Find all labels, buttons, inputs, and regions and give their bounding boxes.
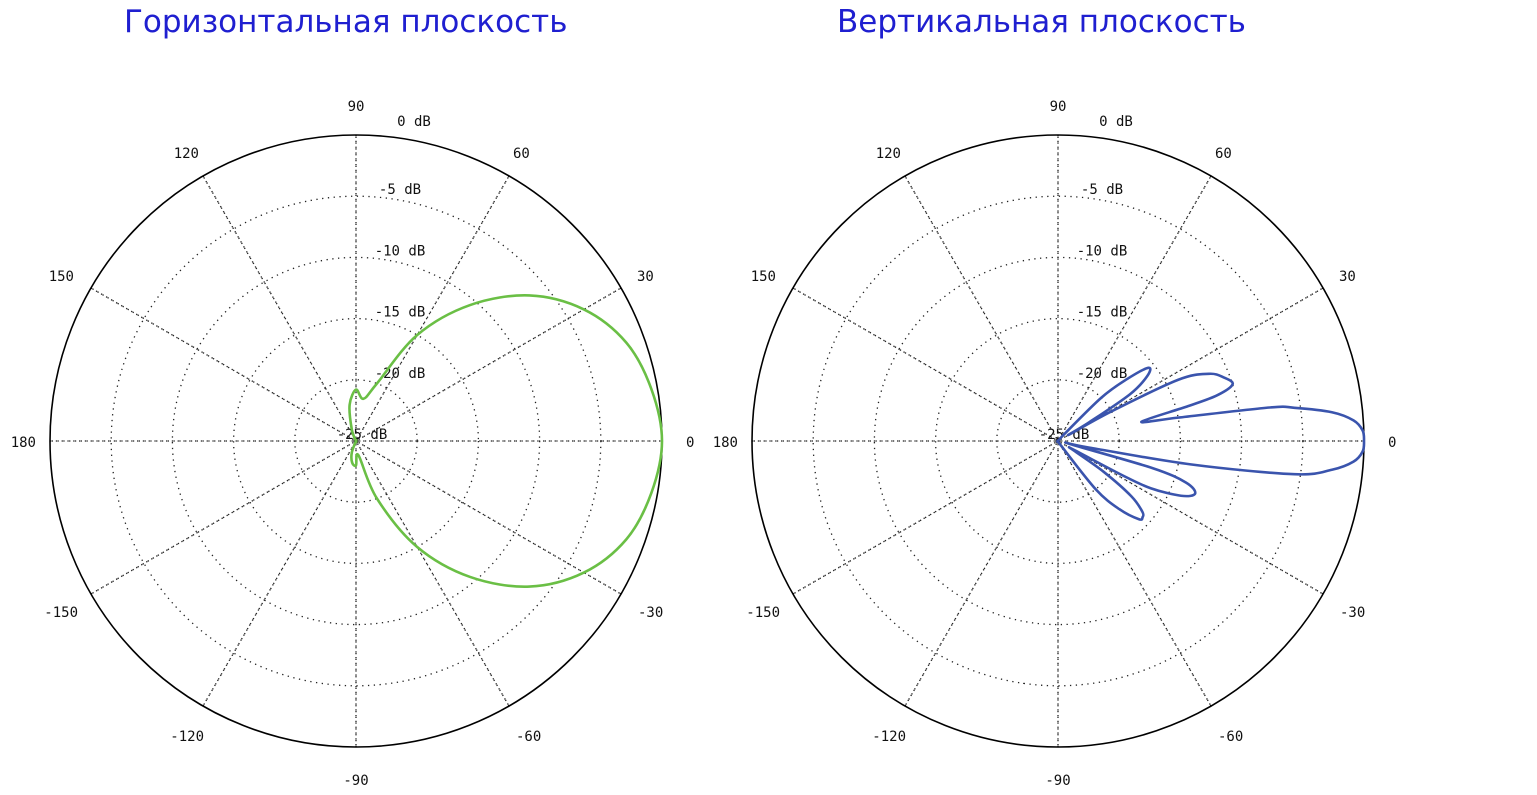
vertical-plane-polar-chart: 0 30 60 90 120 150 180 -150 -120 -90 -60 -30 0 dB -5 … [713,99,1397,789]
angle-tick-label: -60 [1218,729,1243,745]
radial-db-label: -10 dB [1077,243,1128,259]
right-chart-title: Вертикальная плоскость [837,4,1246,40]
angle-tick-label: 120 [174,146,199,162]
angle-tick-label: 90 [348,99,365,115]
pattern-curve-0-0 [348,294,664,588]
horizontal-plane-polar-chart: 0 30 60 90 120 150 180 -150 -120 -90 -60 -30 0 dB -5 … [11,99,695,789]
radial-db-label: -15 dB [1077,305,1128,321]
radial-db-label: -10 dB [375,243,426,259]
angle-tick-label: 60 [1215,146,1232,162]
grid-ring-3 [934,317,1182,565]
grid-ring-1 [110,195,602,687]
radial-db-label: 0 dB [1099,114,1133,130]
angle-tick-label: 150 [49,269,74,285]
angle-tick-label: -90 [343,773,368,789]
radial-db-label: -25 dB [337,427,388,443]
angle-tick-label: -150 [44,605,78,621]
radial-db-label: -5 dB [1081,182,1123,198]
angle-tick-label: 90 [1050,99,1067,115]
angle-tick-label: 180 [11,435,36,451]
radial-db-label: -20 dB [1077,366,1128,382]
angle-tick-label: -120 [872,729,906,745]
radial-db-label: -20 dB [375,366,426,382]
angle-tick-label: 180 [713,435,738,451]
angle-tick-label: 120 [876,146,901,162]
angle-tick-label: 30 [1339,269,1356,285]
angle-tick-label: -60 [516,729,541,745]
radial-db-label: 0 dB [397,114,431,130]
left-chart-title: Горизонтальная плоскость [124,4,568,40]
angle-tick-label: -120 [170,729,204,745]
grid-ring-3 [232,317,480,565]
radial-db-label: -15 dB [375,305,426,321]
angle-tick-label: 30 [637,269,654,285]
angle-tick-label: -90 [1045,773,1070,789]
angle-tick-label: 150 [751,269,776,285]
angle-tick-label: 0 [686,435,694,451]
radial-db-label: -5 dB [379,182,421,198]
angle-tick-label: -30 [638,605,663,621]
angle-tick-label: -30 [1340,605,1365,621]
angle-tick-label: 0 [1388,435,1396,451]
angle-tick-label: 60 [513,146,530,162]
angle-tick-label: -150 [746,605,780,621]
grid-ring-1 [812,195,1304,687]
pattern-curve-1-0 [1056,366,1366,521]
